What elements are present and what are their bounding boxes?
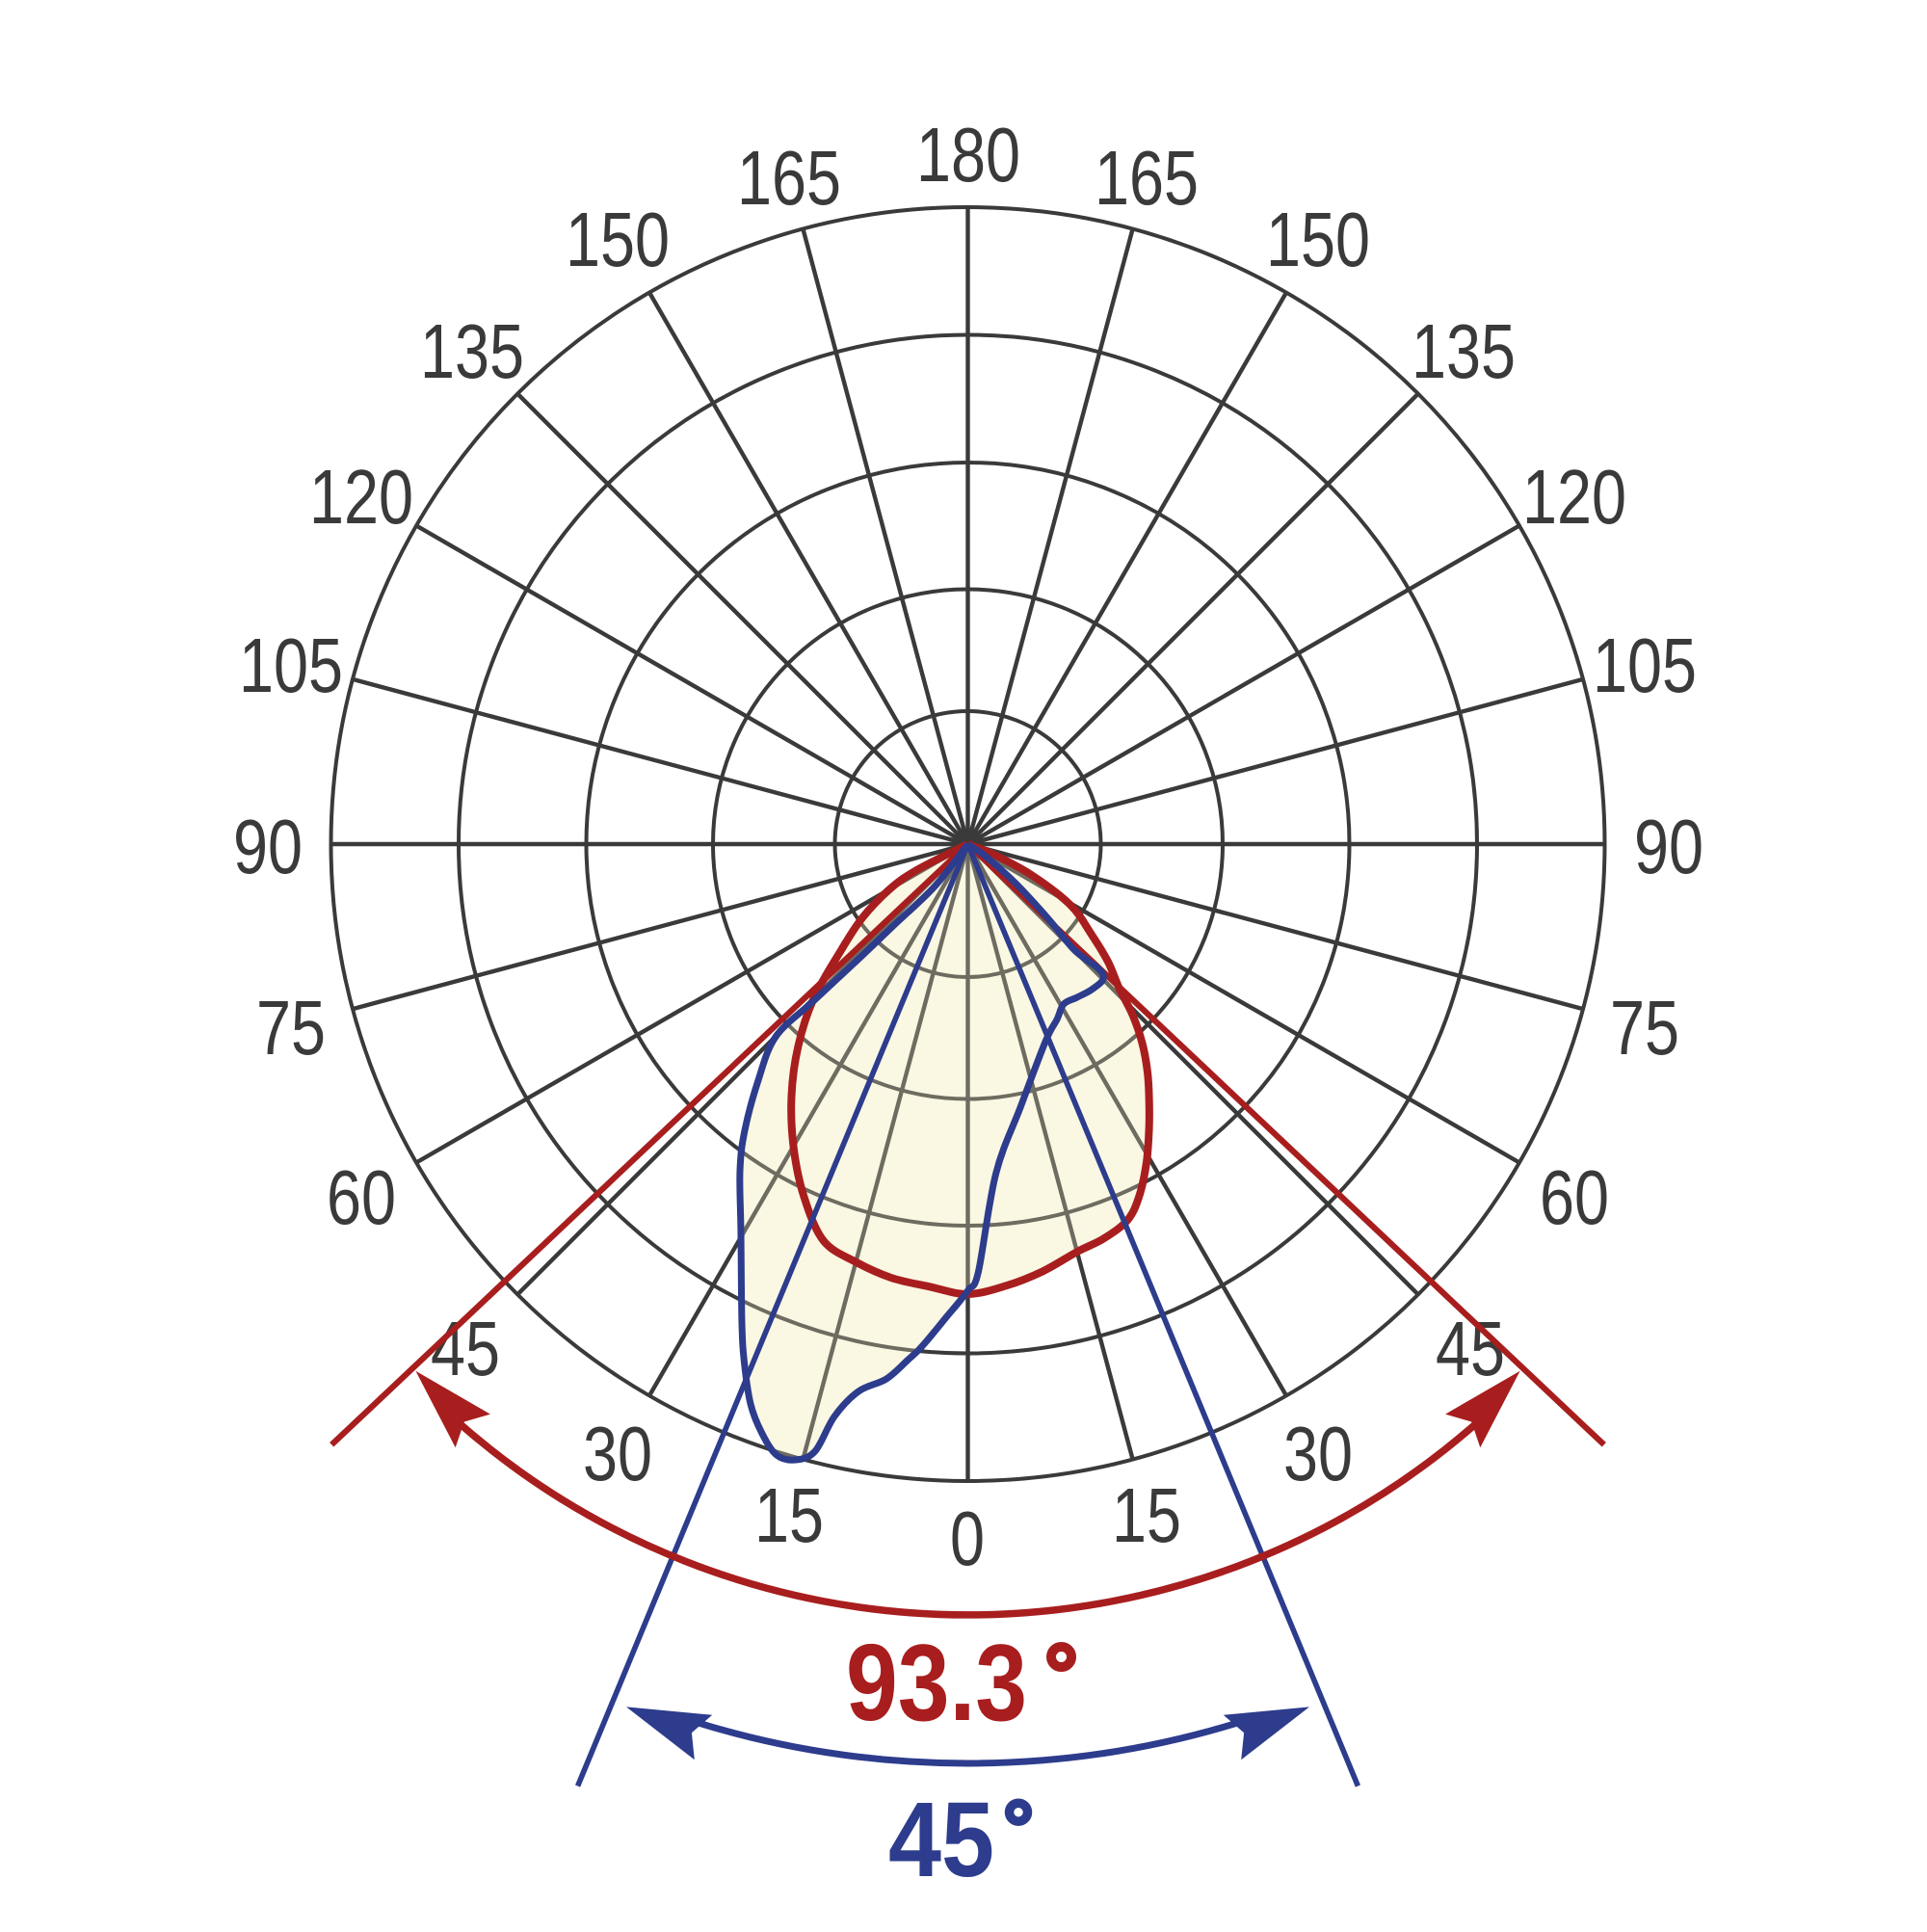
svg-text:180: 180 xyxy=(916,112,1020,198)
svg-text:90: 90 xyxy=(233,804,303,889)
svg-text:75: 75 xyxy=(256,985,326,1071)
svg-text:30: 30 xyxy=(1283,1411,1353,1496)
svg-text:165: 165 xyxy=(1095,135,1199,221)
svg-text:15: 15 xyxy=(1112,1472,1181,1558)
svg-text:150: 150 xyxy=(566,197,670,282)
svg-text:90: 90 xyxy=(1634,804,1703,889)
svg-text:120: 120 xyxy=(1522,454,1626,540)
svg-text:135: 135 xyxy=(420,308,524,394)
svg-text:30: 30 xyxy=(583,1411,652,1496)
svg-text:150: 150 xyxy=(1266,197,1370,282)
svg-text:75: 75 xyxy=(1610,985,1679,1071)
svg-text:93.3: 93.3 xyxy=(846,1622,1027,1743)
svg-text:105: 105 xyxy=(1593,622,1697,708)
svg-text:120: 120 xyxy=(309,454,413,540)
svg-text:45: 45 xyxy=(888,1781,994,1899)
svg-text:0: 0 xyxy=(950,1495,985,1581)
svg-text:105: 105 xyxy=(239,622,343,708)
svg-text:15: 15 xyxy=(754,1472,824,1558)
svg-text:165: 165 xyxy=(737,135,841,221)
svg-text:135: 135 xyxy=(1412,308,1516,394)
svg-text:60: 60 xyxy=(1540,1154,1609,1240)
svg-text:60: 60 xyxy=(327,1154,396,1240)
